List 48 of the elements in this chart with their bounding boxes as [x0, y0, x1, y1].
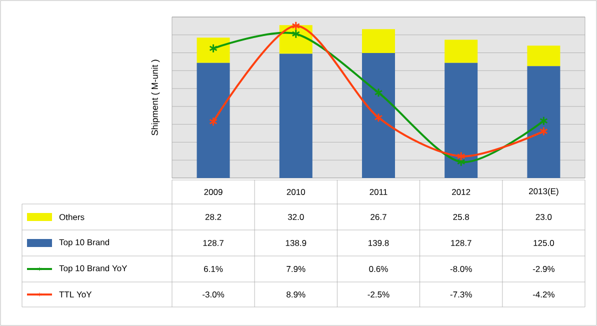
- point: [292, 21, 300, 31]
- bar: [444, 62, 478, 178]
- point: [456, 157, 466, 167]
- data-label: -2.5%: [368, 291, 390, 298]
- x-tick-label: 2012: [452, 188, 470, 195]
- data-label: -4.2%: [532, 292, 554, 298]
- legend-label: Top 10 Brand YoY: [59, 265, 128, 273]
- point: [292, 29, 300, 39]
- data-label: 8.9%: [286, 291, 306, 298]
- data-label: 128.7: [203, 240, 224, 246]
- data-label: -7.3%: [450, 291, 472, 298]
- bar: [362, 29, 395, 53]
- x-tick-label: 2013(E): [529, 188, 558, 196]
- data-label: 0.6%: [369, 266, 388, 272]
- data-label: -8.0%: [450, 266, 472, 272]
- data-label: -3.0%: [202, 291, 224, 298]
- legend-label: Top 10 Brand: [59, 239, 110, 247]
- data-label: -2.9%: [532, 266, 554, 272]
- x-tick-label: 2010: [286, 188, 306, 195]
- point: [539, 126, 548, 136]
- data-label: 125.0: [534, 240, 554, 246]
- bar: [527, 66, 560, 178]
- point: [374, 88, 383, 98]
- legend-label: TTL YoY: [59, 292, 92, 298]
- bar: [196, 62, 230, 178]
- legend-label: Others: [59, 214, 84, 220]
- data-label: 26.7: [370, 214, 386, 220]
- x-tick-label: 2011: [370, 188, 388, 195]
- y-axis-title: Shipment ( M-unit ): [151, 60, 160, 136]
- point: [374, 112, 383, 122]
- data-label: 7.9%: [286, 266, 306, 272]
- data-label: 138.9: [286, 240, 306, 246]
- bar: [527, 46, 560, 66]
- data-label: 28.2: [205, 214, 222, 220]
- data-label: 6.1%: [204, 266, 223, 272]
- x-tick-label: 2009: [204, 188, 222, 195]
- data-label: 32.0: [288, 214, 304, 220]
- data-label: 25.8: [453, 214, 469, 220]
- point: [456, 152, 466, 162]
- bar: [444, 40, 478, 63]
- point: [539, 116, 548, 126]
- bar: [362, 52, 395, 178]
- data-label: 128.7: [451, 240, 472, 246]
- bar: [279, 54, 312, 178]
- point: [209, 116, 218, 126]
- bar: [196, 38, 230, 63]
- data-label: 23.0: [536, 214, 552, 220]
- data-label: 139.8: [368, 240, 389, 246]
